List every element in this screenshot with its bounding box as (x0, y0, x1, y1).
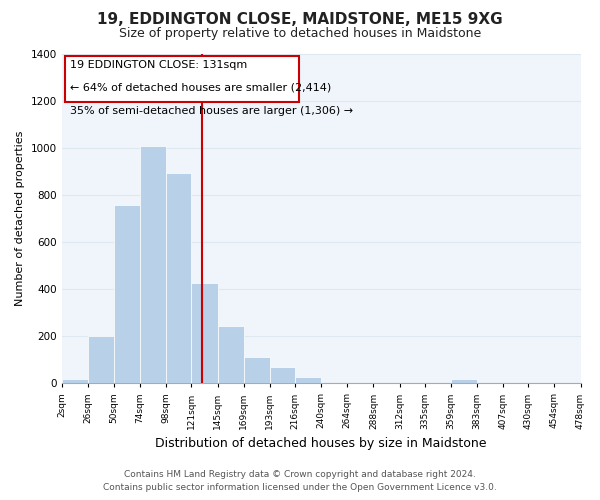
Text: ← 64% of detached houses are smaller (2,414): ← 64% of detached houses are smaller (2,… (70, 82, 331, 92)
Bar (166, 173, 191, 384)
Bar (244, 358, 270, 384)
Text: Size of property relative to detached houses in Maidstone: Size of property relative to detached ho… (119, 28, 481, 40)
Bar (140, 146, 166, 384)
Y-axis label: Number of detached properties: Number of detached properties (15, 131, 25, 306)
Text: 19, EDDINGTON CLOSE, MAIDSTONE, ME15 9XG: 19, EDDINGTON CLOSE, MAIDSTONE, ME15 9XG (97, 12, 503, 28)
Bar (270, 367, 295, 384)
Text: 19 EDDINGTON CLOSE: 131sqm: 19 EDDINGTON CLOSE: 131sqm (70, 60, 247, 70)
Bar (451, 378, 477, 384)
Bar (88, 336, 114, 384)
Bar (114, 204, 140, 384)
Text: 35% of semi-detached houses are larger (1,306) →: 35% of semi-detached houses are larger (… (70, 106, 353, 116)
Text: Contains HM Land Registry data © Crown copyright and database right 2024.
Contai: Contains HM Land Registry data © Crown c… (103, 470, 497, 492)
FancyBboxPatch shape (65, 56, 299, 102)
Bar (62, 378, 88, 384)
X-axis label: Distribution of detached houses by size in Maidstone: Distribution of detached houses by size … (155, 437, 487, 450)
Bar (191, 284, 218, 384)
Bar (218, 326, 244, 384)
Bar (295, 378, 321, 384)
